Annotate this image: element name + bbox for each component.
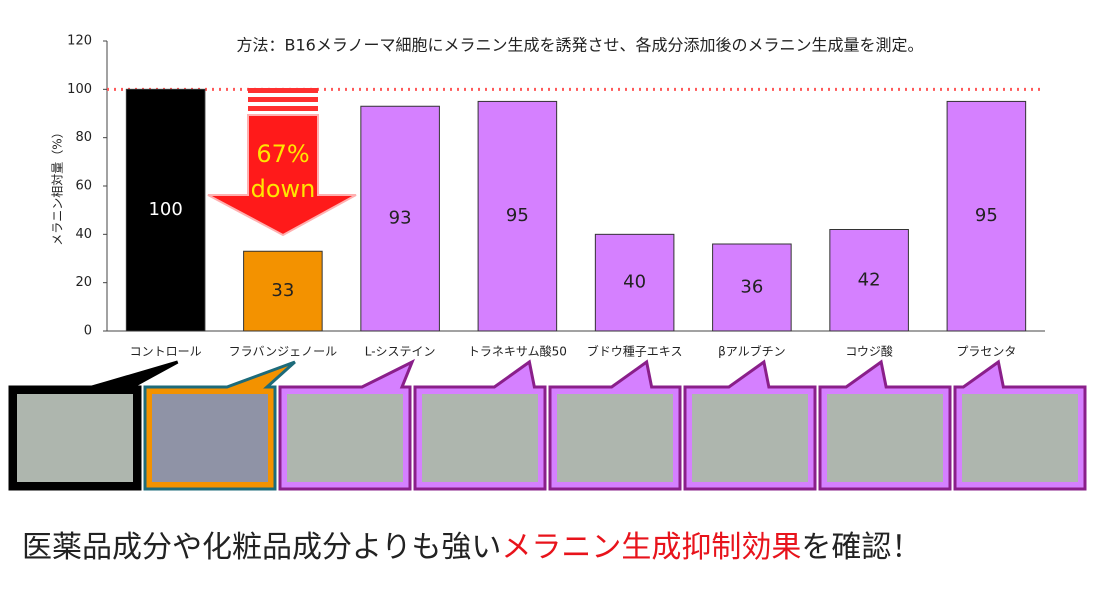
micrograph [827,394,943,482]
micrograph [422,394,538,482]
value-label: 33 [271,280,294,301]
bar [946,100,1027,332]
bar [477,100,558,332]
y-tick-label: 40 [75,227,92,242]
micrograph [557,394,673,482]
y-tick-label: 60 [75,179,92,194]
caption-highlight: メラニン生成抑制効果 [501,530,801,565]
x-tick-label: トラネキサム酸50 [468,344,567,359]
value-label: 42 [858,269,881,290]
bar [243,250,323,332]
down-arrow: 67% down [207,88,357,237]
bar [125,88,206,332]
micrograph [17,394,133,482]
caption-part: 医薬品成分や化粧品成分よりも強い [22,530,501,565]
y-tick-label: 0 [84,324,92,339]
y-tick-label: 100 [67,82,92,97]
micrograph [152,394,268,482]
x-tick-label: コントロール [130,345,202,359]
arrow-body [207,114,357,237]
y-tick-label: 120 [67,34,92,49]
y-tick-label: 80 [75,130,92,145]
y-tick-label: 20 [75,275,92,290]
caption-part: を確認！ [801,530,921,565]
arrow-label: 67% [256,140,309,168]
arrow-label: down [251,175,316,203]
chart-title: 方法：B16メラノーマ細胞にメラニン生成を誘発させ、各成分添加後のメラニン生成量… [236,36,923,55]
value-label: 95 [506,205,529,226]
caption: 医薬品成分や化粧品成分よりも強いメラニン生成抑制効果を確認！ [22,530,921,565]
bar [594,233,675,332]
value-label: 40 [623,272,646,293]
x-tick-label: フラバンジェノール [229,345,337,359]
micrograph [287,394,403,482]
value-label: 100 [148,199,182,220]
bar [712,243,792,332]
arrow-stripe [248,88,318,93]
micrograph [962,394,1078,482]
value-label: 36 [740,277,763,298]
x-tick-label: コウジ酸 [845,344,893,359]
arrow-stripe [248,97,318,102]
micrograph [692,394,808,482]
bar [829,229,909,332]
value-label: 93 [389,208,412,229]
x-tick-label: βアルブチン [718,344,786,359]
arrow-stripe [248,106,318,111]
plot-area: 0 20 40 60 80 100 120 コントロール 100 フラバンジェノール 33 L-システ… [8,34,1087,491]
bar [360,105,440,332]
x-tick-label: L-システイン [365,345,436,359]
x-tick-label: プラセンタ [956,345,1016,359]
value-label: 95 [975,205,998,226]
y-axis-label: メラニン相対量（%） [51,126,65,245]
x-tick-label: ブドウ種子エキス [587,344,683,359]
